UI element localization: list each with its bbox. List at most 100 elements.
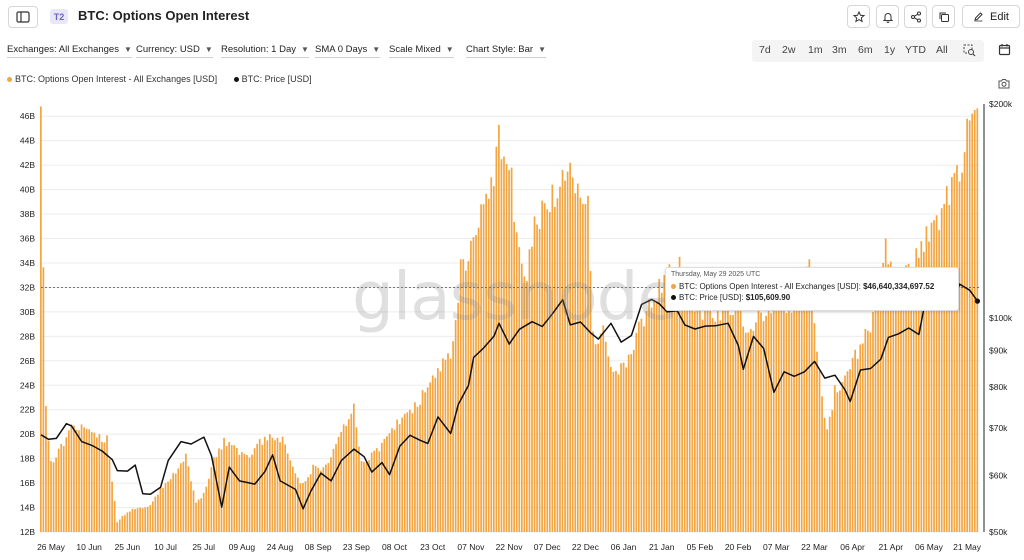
open-interest-bar	[747, 332, 750, 532]
open-interest-bar	[923, 251, 925, 532]
open-interest-bar	[307, 477, 309, 532]
open-interest-bar	[342, 424, 345, 532]
dashboard-badge: T2	[50, 9, 68, 24]
x-tick-label: 10 Jun	[76, 542, 102, 552]
open-interest-bar	[78, 430, 80, 532]
gridlines	[41, 115, 980, 533]
chevron-down-icon: ▼	[445, 45, 454, 54]
open-interest-bar	[205, 486, 208, 532]
open-interest-bar	[711, 318, 714, 532]
chart-style-label: Chart Style: Bar	[466, 44, 534, 55]
open-interest-bar	[442, 358, 444, 532]
sidebar-toggle-button[interactable]	[8, 6, 38, 28]
scale-dropdown[interactable]: Scale Mixed ▼	[389, 44, 454, 58]
alert-button[interactable]	[876, 5, 899, 28]
chevron-down-icon: ▼	[123, 45, 132, 54]
tooltip-date: Thursday, May 29 2025 UTC	[671, 271, 761, 278]
open-interest-bar	[961, 172, 963, 532]
open-interest-bar	[403, 413, 406, 532]
share-button[interactable]	[904, 5, 927, 28]
open-interest-bar	[620, 363, 622, 532]
open-interest-bar	[818, 370, 821, 532]
calendar-icon[interactable]	[998, 43, 1011, 56]
range-2w[interactable]: 2w	[782, 44, 796, 56]
open-interest-bar	[864, 329, 867, 532]
sma-dropdown[interactable]: SMA 0 Days ▼	[315, 44, 381, 58]
open-interest-bar	[548, 212, 551, 532]
open-interest-bar	[447, 353, 449, 532]
open-interest-bar	[963, 152, 966, 532]
open-interest-bar	[889, 261, 892, 532]
y-left-tick-label: 32B	[20, 282, 35, 292]
open-interest-bar	[716, 305, 719, 532]
open-interest-bar	[508, 170, 510, 532]
x-tick-label: 06 Apr	[840, 542, 865, 552]
open-interest-bar	[477, 227, 480, 532]
open-interest-bar	[953, 173, 956, 532]
favorite-button[interactable]	[847, 5, 870, 28]
resolution-dropdown[interactable]: Resolution: 1 Day ▼	[221, 44, 309, 58]
filter-bar: Exchanges: All Exchanges ▼ Currency: USD ▼…	[0, 40, 750, 62]
open-interest-bar	[286, 453, 289, 532]
currency-dropdown[interactable]: Currency: USD ▼	[136, 44, 213, 58]
right-y-axis: $50k $60k $70k $80k $90k $100k $200k	[983, 99, 1013, 537]
tooltip-value: $105,609.90	[745, 293, 791, 302]
open-interest-bar	[146, 506, 149, 532]
open-interest-bar	[190, 481, 192, 532]
open-interest-bar	[688, 309, 691, 532]
open-interest-bar	[905, 265, 907, 532]
open-interest-bar	[485, 193, 488, 532]
range-all[interactable]: All	[936, 44, 948, 56]
open-interest-bar	[551, 184, 554, 533]
legend-item-open-interest[interactable]: BTC: Options Open Interest - All Exchang…	[7, 74, 217, 84]
open-interest-bar	[821, 396, 823, 532]
open-interest-bar	[627, 354, 630, 532]
open-interest-bar	[968, 120, 971, 533]
range-1m[interactable]: 1m	[808, 44, 823, 56]
open-interest-bar	[851, 357, 854, 532]
open-interest-bar	[426, 387, 429, 532]
open-interest-bar	[933, 220, 935, 532]
legend-item-price[interactable]: BTC: Price [USD]	[233, 74, 312, 84]
range-1y[interactable]: 1y	[884, 44, 896, 56]
open-interest-bar	[915, 248, 918, 532]
open-interest-bar	[566, 171, 569, 532]
copy-button[interactable]	[932, 5, 955, 28]
open-interest-bar	[375, 448, 378, 532]
camera-icon[interactable]	[998, 78, 1010, 89]
chevron-down-icon: ▼	[538, 45, 546, 54]
open-interest-bar	[643, 326, 645, 532]
open-interest-bar	[314, 465, 317, 532]
open-interest-bar	[660, 292, 663, 532]
sma-label: SMA 0 Days	[315, 44, 368, 55]
chart-plot[interactable]: 12B 14B 16B 18B 20B 22B 24B 26B 28B 30B 32B 34B 36B 3…	[0, 88, 1024, 560]
zoom-select-icon[interactable]	[963, 44, 976, 57]
open-interest-bar	[706, 299, 709, 532]
tooltip-label: BTC: Price [USD]:	[679, 293, 744, 302]
x-tick-label: 05 Feb	[687, 542, 714, 552]
open-interest-bar	[526, 281, 528, 532]
range-3m[interactable]: 3m	[832, 44, 847, 56]
open-interest-bar	[482, 204, 485, 533]
open-interest-bar	[882, 262, 885, 532]
exchanges-dropdown[interactable]: Exchanges: All Exchanges ▼	[7, 44, 132, 58]
open-interest-bar	[95, 437, 98, 532]
edit-label: Edit	[990, 10, 1009, 23]
edit-button[interactable]: Edit	[962, 5, 1020, 28]
open-interest-bar	[584, 204, 587, 532]
open-interest-bar	[571, 177, 574, 532]
chart-style-dropdown[interactable]: Chart Style: Bar ▼	[466, 44, 546, 58]
range-7d[interactable]: 7d	[759, 44, 771, 56]
legend-label: BTC: Options Open Interest - All Exchang…	[15, 74, 218, 84]
open-interest-bar	[151, 501, 154, 532]
open-interest-bar	[945, 185, 948, 532]
y-right-tick-label: $60k	[989, 471, 1008, 481]
range-ytd[interactable]: YTD	[905, 44, 926, 56]
resolution-label: Resolution: 1 Day	[221, 44, 296, 55]
open-interest-bar	[149, 505, 152, 532]
range-6m[interactable]: 6m	[858, 44, 873, 56]
y-left-tick-label: 12B	[20, 527, 35, 537]
tooltip-row-price: BTC: Price [USD]: $105,609.90	[671, 292, 953, 303]
open-interest-bar	[554, 206, 556, 532]
open-interest-bar	[844, 375, 846, 532]
